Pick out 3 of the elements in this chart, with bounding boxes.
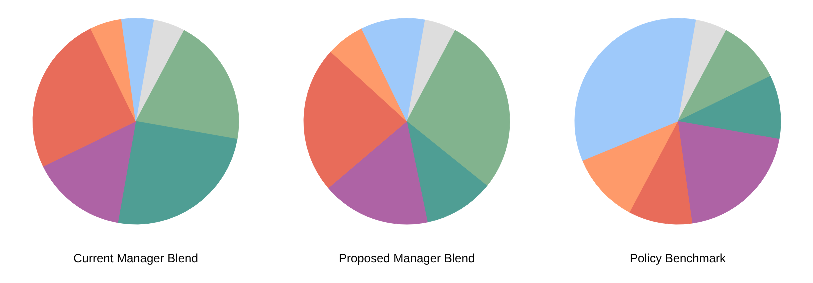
text: Proposed Manager Blend	[338, 252, 476, 266]
text: Policy Benchmark	[630, 252, 728, 266]
text: Current Manager Blend	[74, 252, 198, 266]
